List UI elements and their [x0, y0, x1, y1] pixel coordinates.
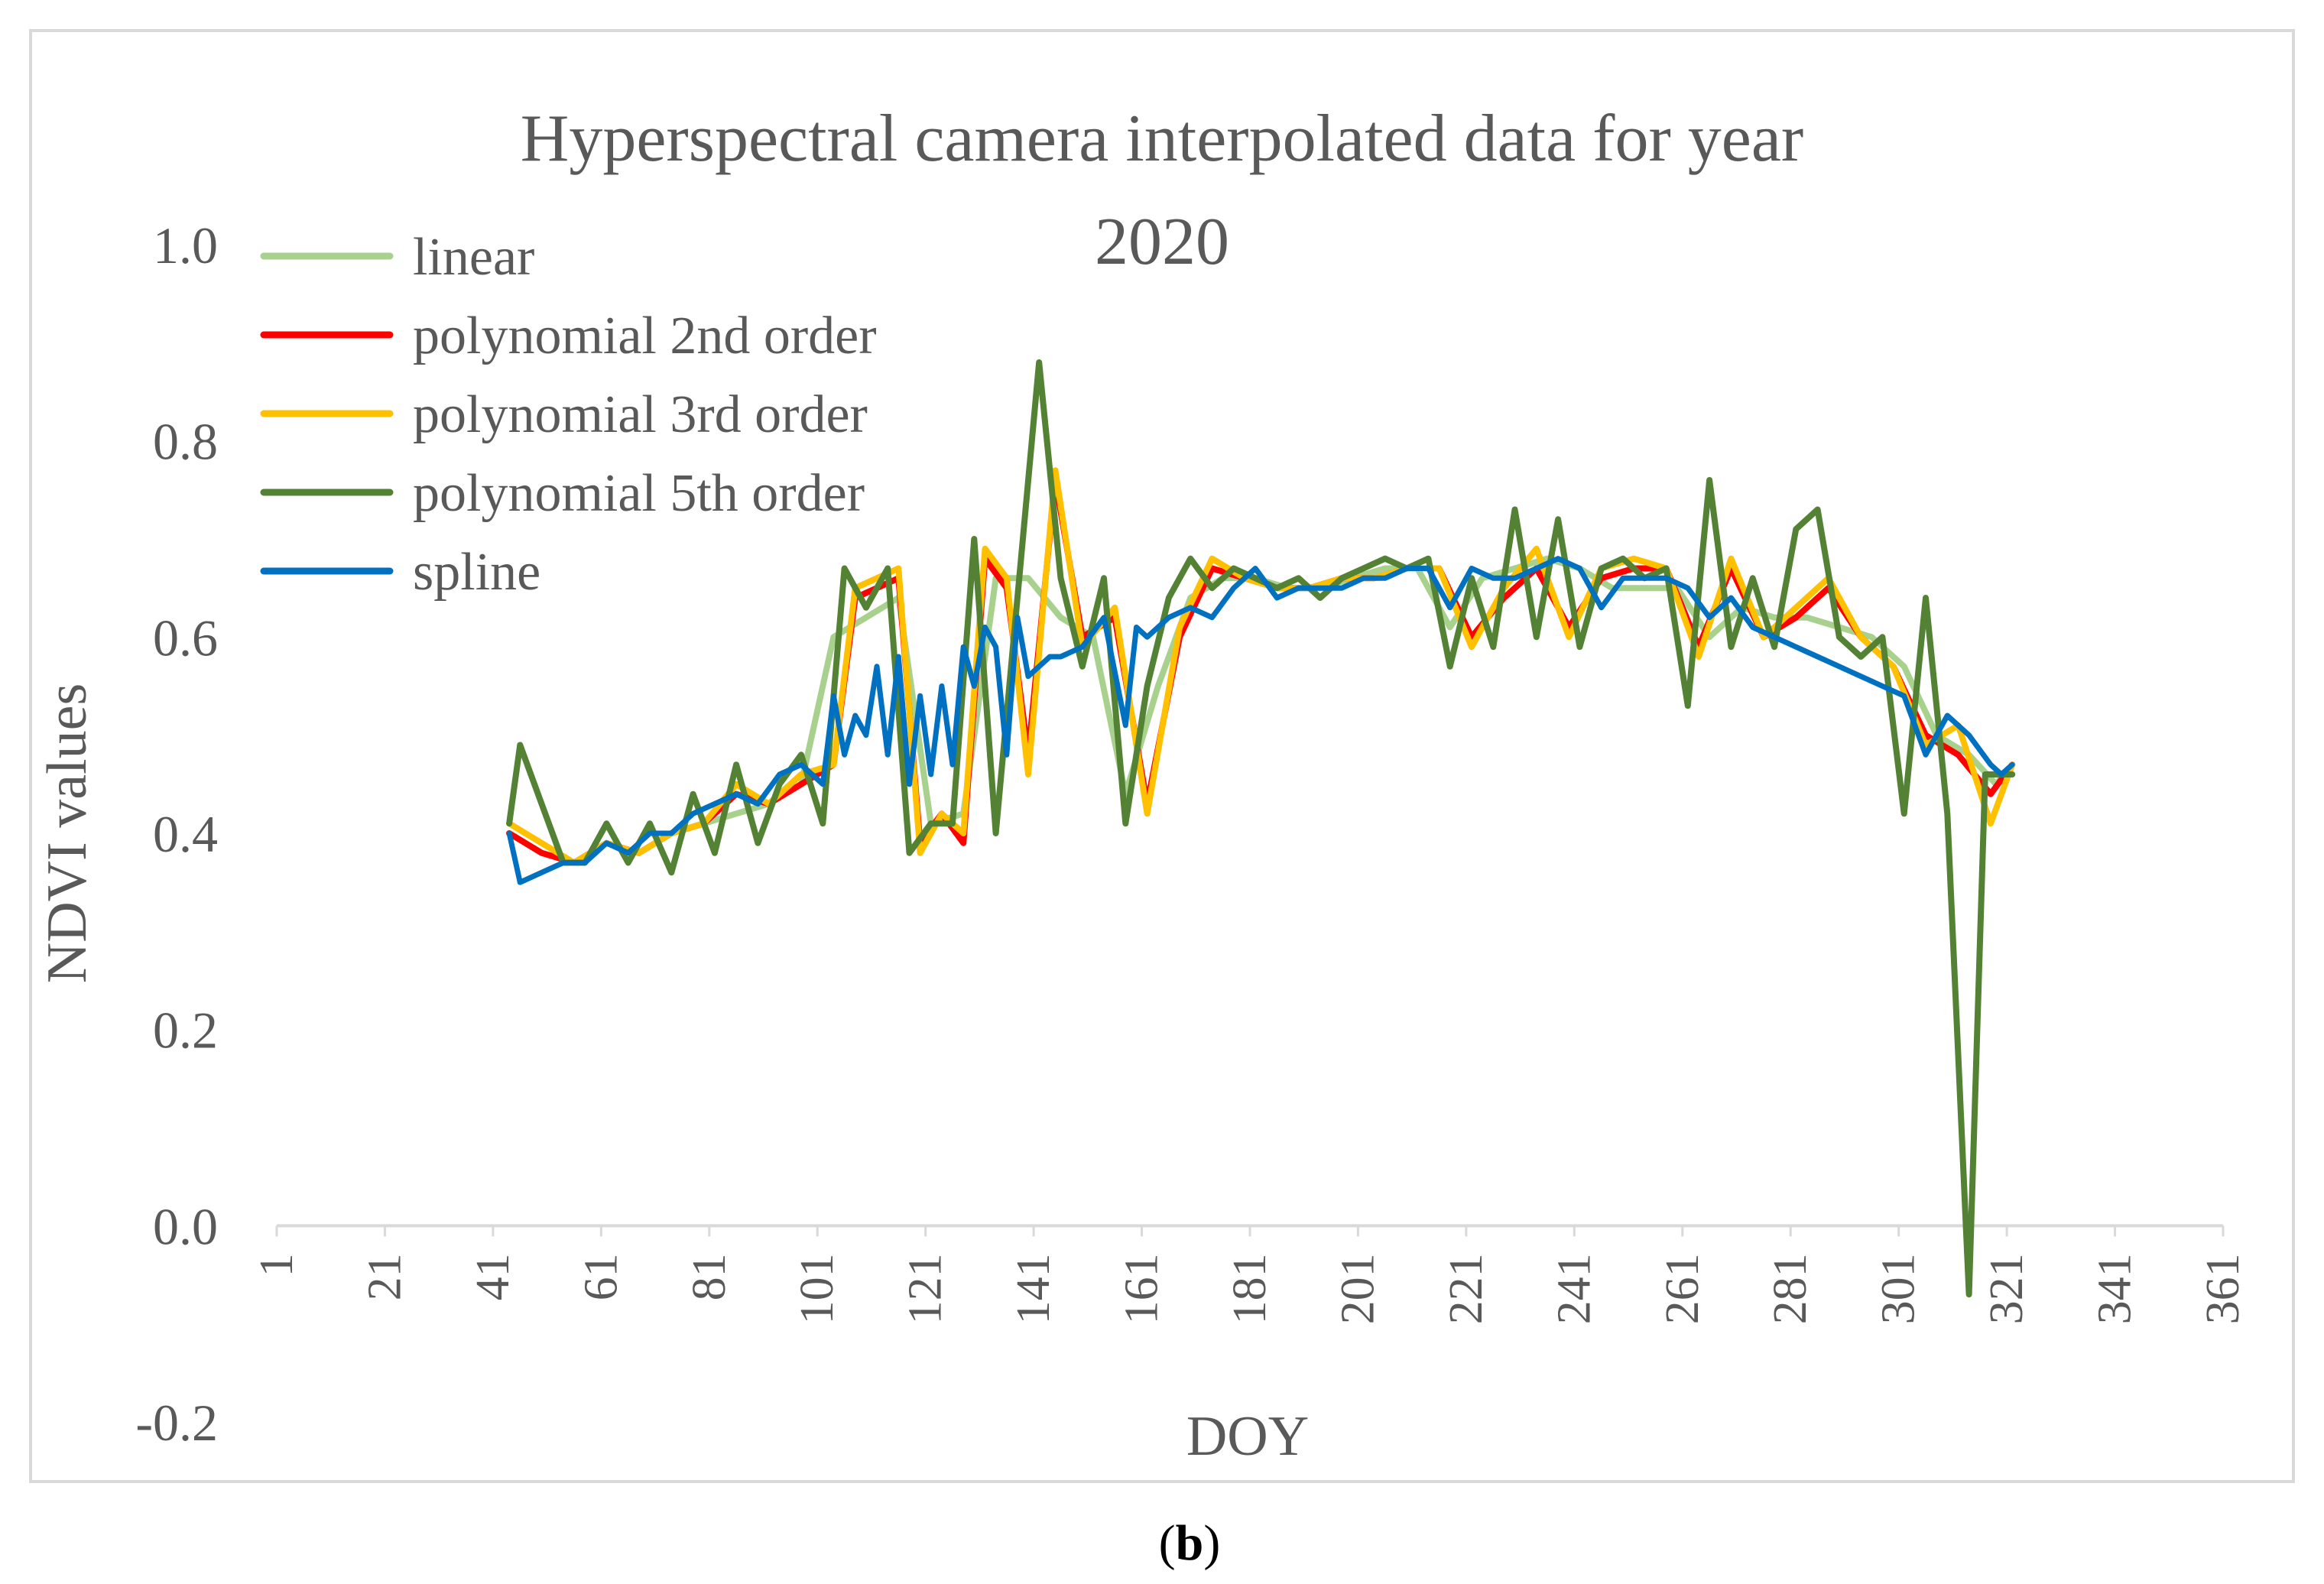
- x-tick-label: 281: [1764, 1253, 1816, 1324]
- legend: linear polynomial 2nd order polynomial 3rd…: [260, 228, 877, 602]
- legend-label-polynomial-2nd-order: polynomial 2nd order: [413, 307, 877, 365]
- y-axis-label: NDVI values: [36, 683, 99, 984]
- x-tick-label: 341: [2089, 1253, 2141, 1324]
- x-tick-label: 21: [359, 1253, 411, 1300]
- x-axis: 1 21 41 61 81 101 121 141 161 181 201 221 241 261 281 3…: [251, 1224, 2249, 1324]
- legend-label-polynomial-5th-order: polynomial 5th order: [413, 464, 865, 523]
- x-tick-label: 241: [1548, 1253, 1600, 1324]
- legend-label-linear: linear: [413, 228, 534, 287]
- y-tick-label: 0.4: [153, 805, 218, 863]
- legend-label-spline: spline: [413, 543, 540, 602]
- x-tick-label: 61: [575, 1253, 627, 1300]
- series-lines: [506, 359, 2016, 1298]
- x-tick-label: 301: [1873, 1253, 1925, 1324]
- y-tick-label: 0.6: [153, 609, 218, 667]
- y-tick-label: 1.0: [153, 216, 218, 274]
- chart-title-line-2: 2020: [1095, 205, 1229, 279]
- y-tick-label: 0.8: [153, 413, 218, 471]
- legend-label-polynomial-3rd-order: polynomial 3rd order: [413, 385, 868, 444]
- y-axis-ticks: 1.0 0.8 0.6 0.4 0.2 0.0 -0.2: [135, 216, 218, 1452]
- x-tick-label: 41: [467, 1253, 519, 1300]
- x-tick-label: 101: [791, 1253, 843, 1324]
- x-tick-label: 1: [251, 1253, 303, 1277]
- x-tick-label: 121: [900, 1253, 952, 1324]
- y-tick-label: -0.2: [135, 1394, 218, 1452]
- x-tick-label: 221: [1440, 1253, 1492, 1324]
- x-tick-label: 81: [683, 1253, 735, 1300]
- y-tick-label: 0.2: [153, 1001, 218, 1060]
- series-line-polynomial-3rd-order: [506, 467, 2016, 866]
- x-tick-label: 261: [1657, 1253, 1709, 1324]
- x-tick-label: 321: [1981, 1253, 2033, 1324]
- x-tick-label: 201: [1332, 1253, 1384, 1324]
- caption-letter: b: [1176, 1515, 1204, 1571]
- x-tick-label: 181: [1224, 1253, 1276, 1324]
- x-tick-label: 361: [2197, 1253, 2249, 1324]
- chart-title-line-1: Hyperspectral camera interpolated data f…: [521, 102, 1803, 176]
- y-tick-label: 0.0: [153, 1197, 218, 1255]
- x-axis-label: DOY: [1186, 1405, 1309, 1468]
- figure-caption: (b): [1159, 1515, 1221, 1571]
- series-line-spline: [506, 556, 2015, 885]
- x-tick-label: 141: [1008, 1253, 1060, 1324]
- chart-frame: [29, 29, 2295, 1483]
- x-tick-label: 161: [1116, 1253, 1168, 1324]
